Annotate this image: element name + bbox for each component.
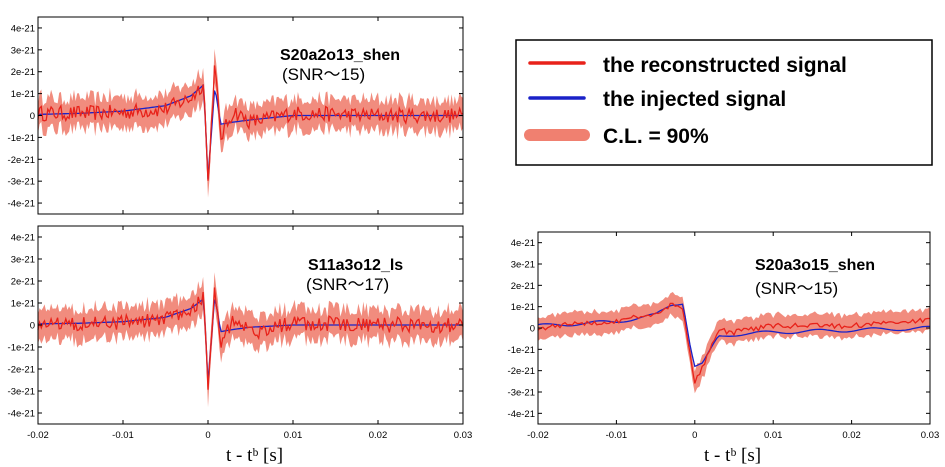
legend-label-injected: the injected signal [603, 88, 786, 111]
y-tick-label: 3e-21 [11, 255, 35, 266]
x-tick-label: -0.02 [27, 430, 49, 441]
panel-s11a3o12-ls: S11a3o12_ls (SNR〜17) t - tᵇ [s] 4e-21 3e-… [8, 225, 473, 466]
panel-snr: (SNR〜15) [282, 65, 365, 84]
y-tick-label: 4e-21 [11, 233, 35, 244]
y-tick-label: 1e-21 [511, 302, 535, 313]
y-tick-label: 3e-21 [511, 260, 535, 271]
reconstructed-signal-line [37, 287, 464, 390]
panel-snr: (SNR〜17) [306, 275, 389, 294]
y-tick-label: 0 [530, 324, 535, 335]
y-tick-label: -1e-21 [8, 343, 35, 354]
y-tick-label: -4e-21 [8, 199, 35, 210]
x-tick-label: -0.02 [527, 430, 549, 441]
x-tick-label: 0.02 [842, 430, 861, 441]
y-tick-label: -2e-21 [508, 366, 535, 377]
legend-label-reconstructed: the reconstructed signal [603, 54, 847, 77]
confidence-band [38, 48, 463, 198]
confidence-band [38, 272, 463, 408]
y-tick-label: -4e-21 [8, 409, 35, 420]
y-tick-label: -2e-21 [8, 365, 35, 376]
y-tick-label: 4e-21 [11, 23, 35, 34]
y-tick-label: -1e-21 [508, 345, 535, 356]
panel-s20a3o15-shen: S20a3o15_shen (SNR〜15) t - tᵇ [s] 4e-21 3… [508, 231, 940, 466]
y-tick-label: 3e-21 [11, 45, 35, 56]
y-tick-label: 2e-21 [11, 67, 35, 78]
x-axis-label: t - tᵇ [s] [226, 445, 283, 466]
y-tick-label: -3e-21 [8, 177, 35, 188]
injected-signal-line [537, 303, 930, 368]
x-tick-label: -0.01 [606, 430, 628, 441]
y-tick-label: 0 [30, 111, 35, 122]
x-tick-label: 0 [205, 430, 210, 441]
x-tick-label: 0.03 [454, 430, 473, 441]
legend: the reconstructed signal the injected si… [515, 39, 933, 166]
panel-title: S20a3o15_shen [755, 257, 875, 274]
y-tick-label: -2e-21 [8, 155, 35, 166]
panel-snr: (SNR〜15) [755, 279, 838, 298]
panel-title: S11a3o12_ls [308, 257, 403, 274]
y-tick-label: -4e-21 [508, 409, 535, 420]
y-tick-label: 1e-21 [11, 299, 35, 310]
y-tick-label: 4e-21 [511, 238, 535, 249]
y-tick-label: 2e-21 [11, 277, 35, 288]
x-tick-label: 0.01 [764, 430, 783, 441]
y-tick-label: 1e-21 [11, 89, 35, 100]
y-tick-label: -3e-21 [8, 387, 35, 398]
y-tick-label: 0 [30, 321, 35, 332]
y-tick-label: 2e-21 [511, 281, 535, 292]
y-tick-label: -3e-21 [508, 388, 535, 399]
x-tick-label: 0.01 [284, 430, 303, 441]
confidence-band [538, 292, 930, 394]
panel-title: S20a2o13_shen [280, 47, 400, 64]
reconstructed-signal-line [37, 65, 464, 181]
x-tick-label: 0.02 [369, 430, 388, 441]
y-tick-label: -1e-21 [8, 133, 35, 144]
legend-box [515, 39, 933, 166]
reconstructed-signal-line [537, 302, 930, 384]
x-tick-label: -0.01 [112, 430, 134, 441]
x-axis-label: t - tᵇ [s] [704, 445, 761, 466]
panel-s20a2o13-shen: S20a2o13_shen (SNR〜15) 4e-21 3e-21 2e-21 1e… [8, 16, 464, 215]
legend-label-band: C.L. = 90% [603, 125, 709, 148]
x-tick-label: 0 [692, 430, 697, 441]
x-tick-label: 0.03 [921, 430, 940, 441]
